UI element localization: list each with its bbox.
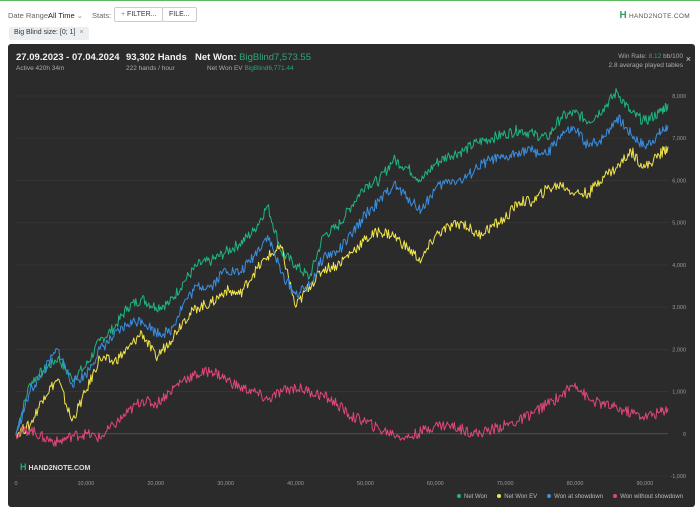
- legend-dot: [497, 494, 502, 499]
- win-rate-value: 8.12: [648, 53, 662, 60]
- close-icon[interactable]: ×: [685, 54, 691, 64]
- legend-dot: [547, 494, 552, 499]
- win-rate: Win Rate: 8.12 bb/100: [618, 53, 683, 60]
- filter-button-label: FILTER...: [127, 11, 157, 18]
- filter-button[interactable]: + FILTER...: [114, 7, 164, 22]
- net-won-value: BigBlind7,573.55: [239, 52, 311, 63]
- stats-label: Stats:: [92, 11, 112, 20]
- y-tick-label: 2,000: [672, 347, 686, 353]
- y-tick-label: -1,000: [670, 474, 686, 480]
- y-tick-label: 7,000: [672, 136, 686, 142]
- date-range-summary: 27.09.2023 - 07.04.2024: [16, 52, 120, 63]
- plus-icon: +: [121, 11, 126, 18]
- active-time: Active 420h 34m: [16, 65, 65, 72]
- file-button[interactable]: FILE...: [162, 7, 197, 22]
- toolbar: Date Range: All Time ⌄ Stats: + FILTER..…: [0, 0, 700, 26]
- x-tick-label: 50,000: [357, 481, 374, 487]
- bankroll-graph: 0 10,000 20,000 30,000 40,000 50,000 60,000 70,…: [14, 88, 686, 487]
- logo-text: HAND2NOTE.COM: [629, 13, 690, 20]
- legend-dot: [457, 494, 461, 499]
- hand2note-logo-icon: H: [20, 462, 27, 472]
- legend-label: Won at showdown: [554, 494, 604, 500]
- y-tick-label: 0: [683, 432, 686, 438]
- chart-series: [15, 88, 669, 447]
- chart-legend: Net Won Net Won EV Won at showdown Won w…: [457, 494, 683, 500]
- legend-item-net-won[interactable]: Net Won: [457, 494, 487, 500]
- x-tick-label: 90,000: [637, 481, 654, 487]
- y-tick-label: 5,000: [672, 221, 686, 227]
- legend-item-showdown[interactable]: Won at showdown: [547, 494, 603, 500]
- logo: H HAND2NOTE.COM: [620, 10, 691, 21]
- x-tick-label: 80,000: [567, 481, 584, 487]
- net-won-ev-value: BigBlind6,771.44: [244, 65, 294, 72]
- net-won: Net Won: BigBlind7,573.55: [195, 52, 311, 63]
- y-axis-ticks: -1,000 0 1,000 2,000 3,000 4,000 5,000 6,000 7,0…: [670, 94, 686, 480]
- x-axis-ticks: 0 10,000 20,000 30,000 40,000 50,000 60,000 70,…: [14, 481, 653, 487]
- legend-label: Net Won: [464, 494, 488, 500]
- y-tick-label: 6,000: [672, 178, 686, 184]
- net-won-ev-label: Net Won EV: [207, 65, 243, 72]
- graph-panel: 27.09.2023 - 07.04.2024 Active 420h 34m …: [8, 44, 695, 507]
- win-rate-label: Win Rate:: [618, 53, 647, 60]
- legend-item-net-won-ev[interactable]: Net Won EV: [497, 494, 537, 500]
- series-line: [15, 88, 669, 434]
- hand2note-logo-icon: H: [619, 10, 628, 21]
- series-line: [15, 145, 669, 440]
- close-icon[interactable]: ×: [79, 29, 84, 36]
- legend-label: Won without showdown: [620, 494, 683, 500]
- date-range-label: Date Range:: [8, 11, 51, 20]
- x-tick-label: 40,000: [287, 481, 304, 487]
- date-range-value: All Time: [48, 11, 75, 20]
- hands-count: 93,302 Hands: [126, 52, 187, 63]
- watermark: H HAND2NOTE.COM: [20, 462, 90, 472]
- filter-bar: Big Blind size: [0; 1] ×: [0, 26, 700, 42]
- hands-per-hour: 222 hands / hour: [126, 65, 175, 72]
- net-won-ev: Net Won EV BigBlind6,771.44: [207, 65, 294, 72]
- x-tick-label: 70,000: [497, 481, 514, 487]
- legend-label: Net Won EV: [504, 494, 538, 500]
- watermark-text: HAND2NOTE.COM: [28, 465, 91, 472]
- win-rate-unit: bb/100: [663, 53, 683, 60]
- y-tick-label: 4,000: [672, 263, 686, 269]
- y-tick-label: 1,000: [672, 390, 686, 396]
- x-tick-label: 0: [14, 481, 17, 487]
- y-tick-label: 3,000: [672, 305, 686, 311]
- chevron-down-icon: ⌄: [76, 11, 84, 20]
- x-tick-label: 30,000: [217, 481, 234, 487]
- legend-item-non-showdown[interactable]: Won without showdown: [613, 494, 683, 500]
- series-line: [15, 114, 669, 434]
- date-range-select[interactable]: All Time ⌄: [48, 11, 83, 20]
- x-tick-label: 60,000: [427, 481, 444, 487]
- chart-grid: [16, 95, 668, 477]
- net-won-label: Net Won:: [195, 52, 237, 63]
- filter-chip[interactable]: Big Blind size: [0; 1] ×: [9, 27, 89, 40]
- y-tick-label: 8,000: [672, 94, 686, 100]
- average-tables: 2.8 average played tables: [608, 62, 683, 69]
- filter-chip-label: Big Blind size: [0; 1]: [14, 29, 76, 36]
- series-line: [15, 366, 669, 447]
- x-tick-label: 20,000: [147, 481, 164, 487]
- legend-dot: [613, 494, 618, 499]
- x-tick-label: 10,000: [77, 481, 94, 487]
